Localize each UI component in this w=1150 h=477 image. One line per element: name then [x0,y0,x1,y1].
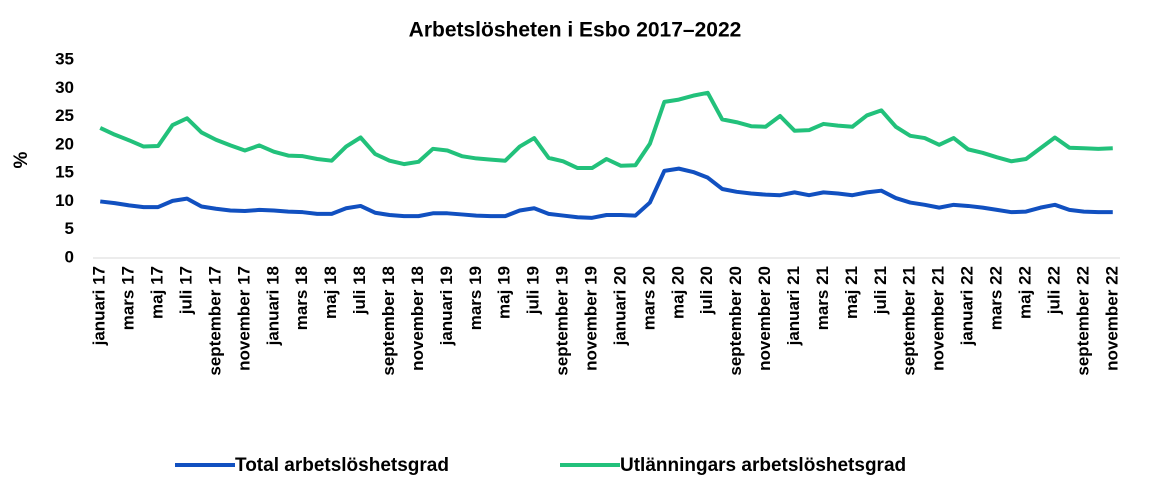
x-tick-label: november 22 [1102,266,1121,371]
x-tick-label: juli 21 [871,266,890,315]
x-tick-label: januari 19 [437,266,456,346]
x-tick-label: mars 21 [813,266,832,330]
x-tick-label: maj 18 [321,266,340,319]
x-tick-label: maj 21 [842,266,861,319]
x-tick-label: mars 19 [466,266,485,330]
x-tick-label: mars 17 [119,266,138,330]
x-tick-label: november 21 [929,266,948,371]
chart-title: Arbetslösheten i Esbo 2017–2022 [409,19,742,42]
x-tick-label: maj 22 [1015,266,1034,319]
x-tick-label: maj 19 [495,266,514,319]
x-tick-label: november 18 [408,266,427,371]
legend-label: Total arbetslöshetsgrad [235,455,449,476]
x-tick-label: juli 20 [697,266,716,315]
line-series [99,90,1113,171]
x-tick-label: september 21 [900,266,919,376]
x-tick-label: juli 17 [177,266,196,315]
x-tick-label: mars 18 [292,266,311,330]
x-tick-label: september 19 [553,266,572,376]
x-tick-label: september 22 [1073,266,1092,376]
x-tick-label: januari 20 [610,266,629,346]
x-tick-label: januari 18 [263,266,282,346]
x-tick-label: mars 20 [639,266,658,330]
y-tick-label: 20 [55,134,74,153]
x-tick-label: september 18 [379,266,398,376]
x-tick-label: juli 22 [1044,266,1063,315]
x-tick-label: maj 20 [668,266,687,319]
y-axis-label: % [11,151,32,168]
x-tick-label: november 17 [234,266,253,371]
x-tick-label: maj 17 [148,266,167,319]
x-tick-label: januari 21 [784,266,803,346]
x-tick-label: november 19 [582,266,601,371]
x-tick-label: juli 19 [524,266,543,315]
x-tick-label: mars 22 [987,266,1006,330]
x-tick-label: juli 18 [350,266,369,315]
x-tick-label: september 20 [726,266,745,376]
legend-label: Utlänningars arbetslöshetsgrad [620,455,906,476]
x-tick-label: september 17 [205,266,224,376]
y-tick-label: 25 [55,106,74,125]
y-tick-label: 35 [55,49,74,68]
y-tick-label: 15 [55,163,74,182]
line-series [99,166,1113,220]
x-tick-label: november 20 [755,266,774,371]
x-tick-label: januari 22 [958,266,977,346]
y-tick-label: 0 [65,247,74,266]
y-tick-label: 5 [65,219,74,238]
y-tick-label: 30 [55,78,74,97]
x-tick-label: januari 17 [90,266,109,346]
y-tick-label: 10 [55,191,74,210]
